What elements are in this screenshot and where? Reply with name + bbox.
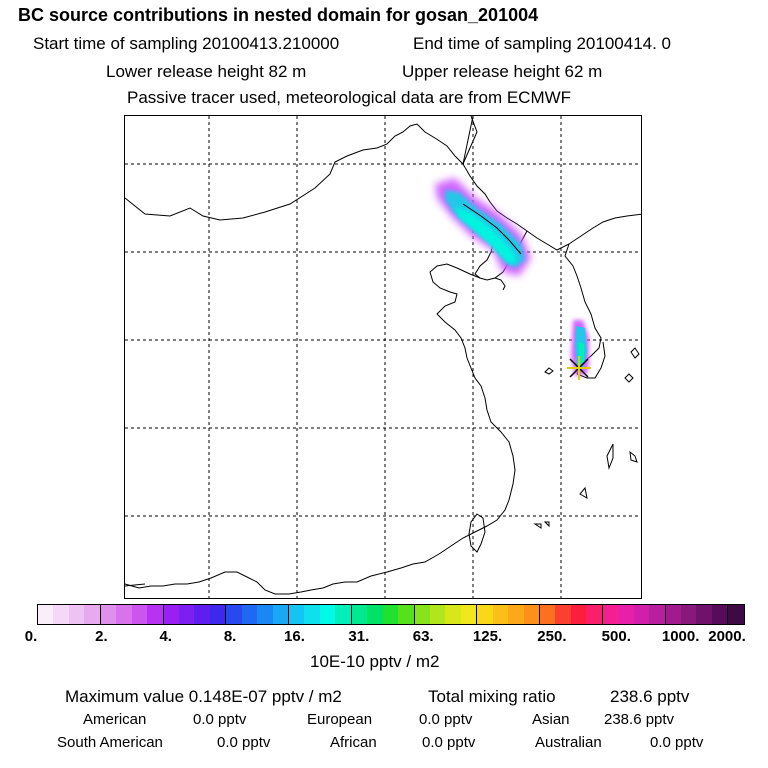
colorbar-swatch (68, 605, 85, 624)
colorbar-swatch (508, 605, 524, 624)
colorbar-swatch (414, 605, 430, 624)
plot-title: BC source contributions in nested domain… (18, 5, 539, 25)
colorbar-swatch (665, 605, 681, 624)
colorbar-swatch (696, 605, 712, 624)
graticule (125, 116, 641, 598)
colorbar-swatch (178, 605, 195, 624)
colorbar-swatch (53, 605, 69, 624)
colorbar-tick-label: 31. (348, 628, 370, 645)
lower-release-height: Lower release height 82 m (106, 62, 307, 81)
colorbar-swatch (226, 605, 242, 624)
receptor-marker (567, 356, 591, 380)
colorbar-swatch (680, 605, 697, 624)
colorbar-swatch (304, 605, 320, 624)
colorbar-swatch (460, 605, 478, 624)
colorbar (37, 604, 745, 625)
colorbar-tick-label: 125. (472, 628, 503, 645)
colorbar-swatch (602, 605, 619, 624)
colorbar-tick-label: 1000. (661, 628, 700, 645)
colorbar-swatch (194, 605, 210, 624)
colorbar-swatch (84, 605, 101, 624)
colorbar-swatch (633, 605, 650, 624)
colorbar-swatch (586, 605, 603, 624)
colorbar-swatch (540, 605, 556, 624)
total-mixing-ratio-value: 238.6 pptv (610, 687, 690, 706)
colorbar-swatch (570, 605, 587, 624)
region-australian-value: 0.0 pptv (650, 734, 704, 751)
colorbar-swatch (147, 605, 164, 624)
region-american-name: American (83, 711, 147, 728)
colorbar-swatch (38, 605, 54, 624)
colorbar-swatch (398, 605, 415, 624)
upper-release-height: Upper release height 62 m (402, 62, 603, 81)
colorbar-swatch (649, 605, 666, 624)
map-svg (125, 116, 641, 598)
colorbar-swatch (241, 605, 258, 624)
region-european-value: 0.0 pptv (419, 711, 473, 728)
colorbar-tick-label: 4. (159, 628, 172, 645)
total-mixing-ratio-label: Total mixing ratio (428, 687, 556, 706)
region-african-name: African (330, 734, 377, 751)
colorbar-swatch (618, 605, 634, 624)
tracer-note: Passive tracer used, meteorological data… (127, 88, 572, 107)
colorbar-swatch (272, 605, 289, 624)
region-asian-value: 238.6 pptv (604, 711, 675, 728)
region-american-value: 0.0 pptv (193, 711, 247, 728)
colorbar-tick-label: 0. (24, 628, 38, 645)
colorbar-swatch (711, 605, 729, 624)
colorbar-tick-label: 500. (601, 628, 631, 645)
colorbar-swatch (131, 605, 148, 624)
colorbar-swatch (477, 605, 493, 624)
colorbar-tick-label: 2. (95, 628, 108, 645)
colorbar-unit-label: 10E-10 pptv / m2 (310, 652, 440, 671)
colorbar-tick-label: 16. (284, 628, 305, 645)
plume-north (435, 178, 531, 276)
region-south-american-value: 0.0 pptv (217, 734, 271, 751)
colorbar-tick-label: 2000. (708, 628, 746, 645)
colorbar-swatch (289, 605, 305, 624)
region-african-value: 0.0 pptv (422, 734, 476, 751)
colorbar-tick-label: 8. (223, 628, 237, 645)
map-panel (124, 115, 642, 599)
colorbar-swatch (523, 605, 540, 624)
region-australian-name: Australian (535, 734, 602, 751)
colorbar-swatch (116, 605, 132, 624)
colorbar-tick-label: 63. (412, 628, 434, 645)
colorbar-tick-label: 250. (537, 628, 567, 645)
colorbar-swatch (163, 605, 179, 624)
colorbar-swatch (335, 605, 352, 624)
colorbar-swatch (728, 605, 744, 624)
region-asian-name: Asian (532, 711, 570, 728)
start-time-label: Start time of sampling 20100413.210000 (33, 34, 340, 53)
colorbar-swatch (351, 605, 368, 624)
colorbar-swatch (492, 605, 509, 624)
colorbar-swatch (555, 605, 571, 624)
maximum-value: Maximum value 0.148E-07 pptv / m2 (65, 687, 342, 706)
region-european-name: European (307, 711, 373, 728)
colorbar-swatch (319, 605, 336, 624)
colorbar-swatch (209, 605, 227, 624)
end-time-label: End time of sampling 20100414. 0 (413, 34, 672, 53)
colorbar-swatch (382, 605, 399, 624)
colorbar-swatch (445, 605, 461, 624)
region-south-american-name: South American (57, 734, 163, 751)
colorbar-swatch (429, 605, 446, 624)
coastlines (125, 116, 641, 595)
colorbar-swatch (100, 605, 117, 624)
colorbar-swatch (367, 605, 383, 624)
colorbar-swatch (257, 605, 273, 624)
